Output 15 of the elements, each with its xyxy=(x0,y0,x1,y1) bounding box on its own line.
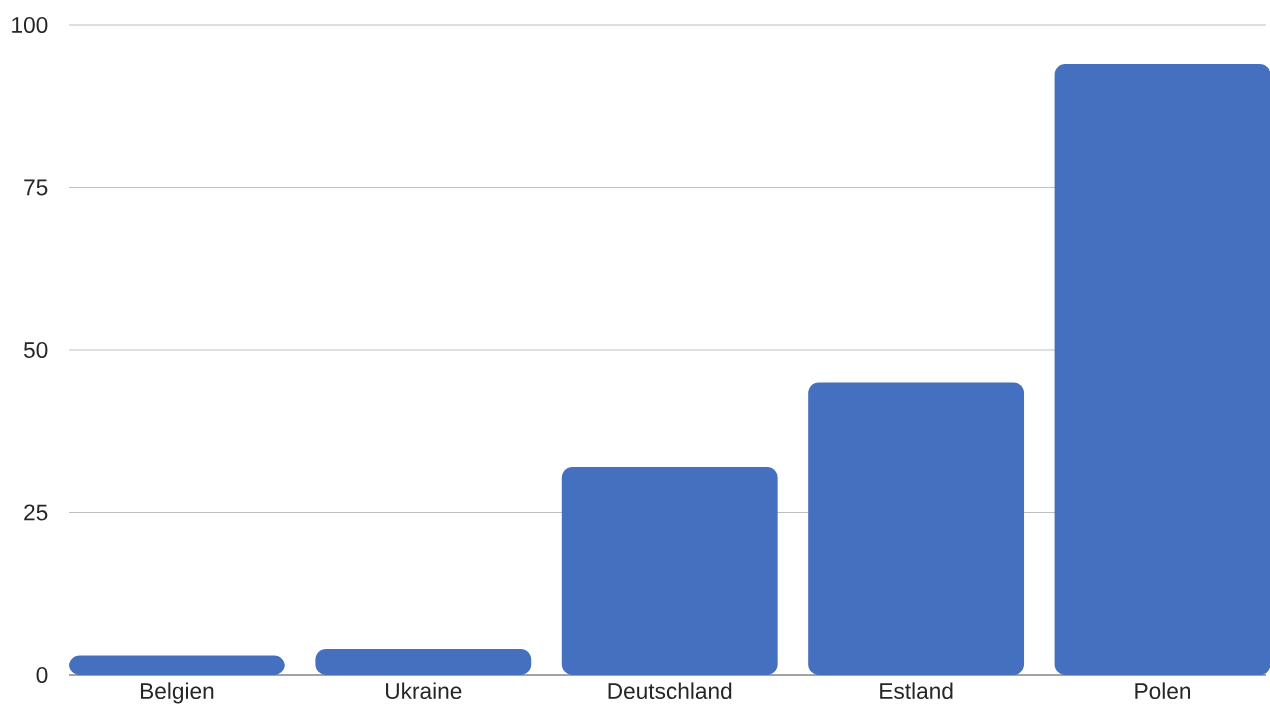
x-tick-label: Deutschland xyxy=(608,682,732,700)
x-tick-label: Polen xyxy=(1135,682,1191,700)
y-tick-label: 50 xyxy=(23,341,48,359)
x-tick-label: Ukraine xyxy=(386,682,462,700)
y-tick-label: 100 xyxy=(12,16,48,34)
bar xyxy=(1054,63,1270,675)
bar xyxy=(69,655,285,675)
bar xyxy=(315,649,532,675)
y-tick-label: 75 xyxy=(24,179,48,196)
y-tick-label: 0 xyxy=(36,666,48,684)
y-tick-label: 25 xyxy=(24,504,48,521)
bar xyxy=(561,467,778,675)
bar xyxy=(808,382,1025,675)
x-tick-label: Belgien xyxy=(140,682,214,704)
x-tick-label: Estland xyxy=(880,682,953,700)
